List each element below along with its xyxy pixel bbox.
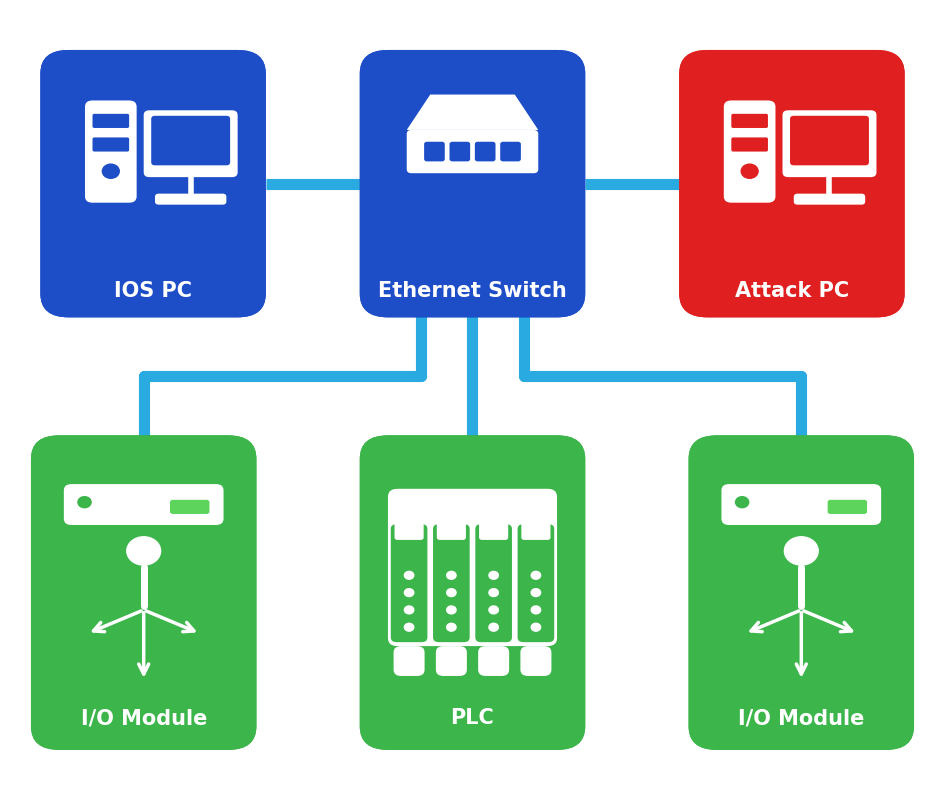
- FancyBboxPatch shape: [143, 110, 237, 177]
- FancyBboxPatch shape: [388, 489, 556, 646]
- FancyBboxPatch shape: [432, 524, 469, 642]
- Circle shape: [123, 495, 136, 506]
- FancyBboxPatch shape: [93, 114, 129, 128]
- Circle shape: [102, 495, 115, 506]
- FancyBboxPatch shape: [793, 194, 865, 204]
- Circle shape: [404, 623, 413, 631]
- Text: IOS PC: IOS PC: [114, 280, 192, 301]
- FancyBboxPatch shape: [479, 501, 508, 540]
- FancyBboxPatch shape: [394, 501, 423, 540]
- FancyBboxPatch shape: [789, 116, 868, 166]
- Text: Attack PC: Attack PC: [734, 280, 848, 301]
- FancyBboxPatch shape: [391, 524, 427, 642]
- FancyBboxPatch shape: [360, 436, 584, 750]
- FancyBboxPatch shape: [436, 501, 465, 540]
- Circle shape: [488, 606, 497, 614]
- Circle shape: [404, 571, 413, 579]
- Circle shape: [404, 588, 413, 596]
- Circle shape: [74, 493, 94, 511]
- FancyBboxPatch shape: [474, 142, 495, 162]
- FancyBboxPatch shape: [151, 116, 230, 166]
- FancyBboxPatch shape: [520, 646, 551, 676]
- FancyBboxPatch shape: [360, 50, 584, 318]
- FancyBboxPatch shape: [720, 484, 880, 525]
- FancyBboxPatch shape: [435, 646, 466, 676]
- FancyBboxPatch shape: [41, 50, 265, 318]
- Text: Ethernet Switch: Ethernet Switch: [378, 280, 566, 301]
- Circle shape: [447, 606, 456, 614]
- FancyBboxPatch shape: [31, 436, 256, 750]
- Circle shape: [531, 606, 540, 614]
- FancyBboxPatch shape: [155, 194, 227, 204]
- FancyBboxPatch shape: [782, 110, 875, 177]
- Circle shape: [734, 497, 748, 508]
- Text: I/O Module: I/O Module: [80, 708, 207, 729]
- Circle shape: [77, 497, 91, 508]
- Circle shape: [801, 495, 814, 506]
- FancyBboxPatch shape: [393, 646, 424, 676]
- Circle shape: [102, 164, 119, 178]
- FancyBboxPatch shape: [85, 101, 137, 203]
- Circle shape: [731, 493, 751, 511]
- Polygon shape: [406, 94, 538, 130]
- Circle shape: [488, 571, 497, 579]
- Circle shape: [531, 623, 540, 631]
- FancyBboxPatch shape: [475, 524, 512, 642]
- FancyBboxPatch shape: [679, 50, 903, 318]
- Text: PLC: PLC: [450, 708, 494, 729]
- FancyBboxPatch shape: [64, 484, 224, 525]
- FancyBboxPatch shape: [31, 436, 256, 750]
- FancyBboxPatch shape: [517, 524, 553, 642]
- Circle shape: [759, 495, 772, 506]
- FancyBboxPatch shape: [449, 142, 470, 162]
- Circle shape: [447, 571, 456, 579]
- Circle shape: [531, 571, 540, 579]
- FancyBboxPatch shape: [688, 436, 913, 750]
- FancyBboxPatch shape: [521, 501, 550, 540]
- Circle shape: [531, 588, 540, 596]
- FancyBboxPatch shape: [170, 500, 210, 514]
- FancyBboxPatch shape: [360, 50, 584, 318]
- Circle shape: [404, 606, 413, 614]
- Circle shape: [488, 623, 497, 631]
- Circle shape: [126, 537, 160, 565]
- FancyBboxPatch shape: [41, 50, 265, 318]
- FancyBboxPatch shape: [93, 138, 129, 151]
- Circle shape: [780, 495, 793, 506]
- Circle shape: [740, 164, 757, 178]
- FancyBboxPatch shape: [478, 646, 509, 676]
- FancyBboxPatch shape: [499, 142, 520, 162]
- Circle shape: [784, 537, 818, 565]
- FancyBboxPatch shape: [723, 101, 775, 203]
- Text: I/O Module: I/O Module: [737, 708, 864, 729]
- FancyBboxPatch shape: [679, 50, 903, 318]
- FancyBboxPatch shape: [360, 436, 584, 750]
- Circle shape: [447, 623, 456, 631]
- FancyBboxPatch shape: [731, 114, 767, 128]
- FancyBboxPatch shape: [688, 436, 913, 750]
- FancyBboxPatch shape: [731, 138, 767, 151]
- FancyBboxPatch shape: [406, 130, 538, 173]
- FancyBboxPatch shape: [424, 142, 445, 162]
- Circle shape: [488, 588, 497, 596]
- Circle shape: [447, 588, 456, 596]
- FancyBboxPatch shape: [827, 500, 867, 514]
- Circle shape: [143, 495, 157, 506]
